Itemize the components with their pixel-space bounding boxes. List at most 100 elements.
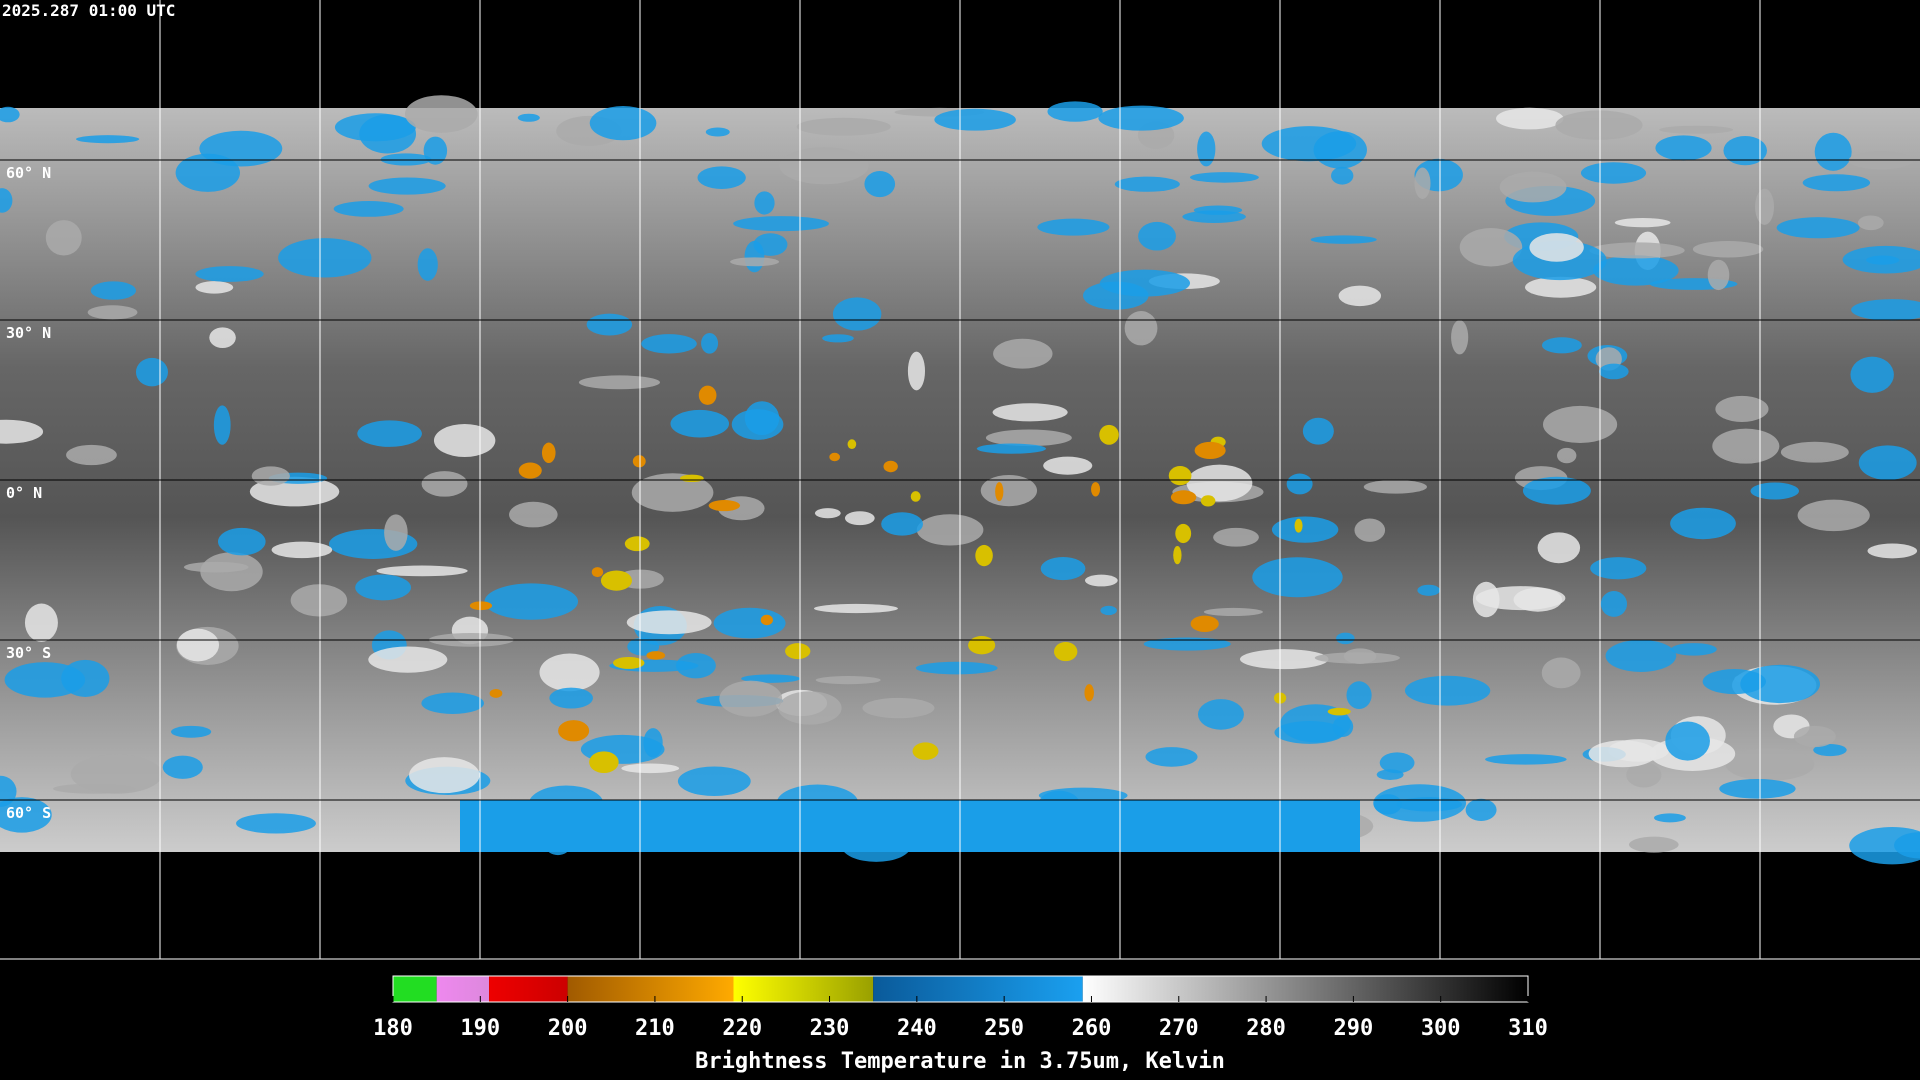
cloud bbox=[626, 610, 712, 635]
cloud bbox=[4, 662, 86, 698]
cloud bbox=[1557, 447, 1577, 464]
cloud bbox=[815, 676, 881, 685]
cloud bbox=[1793, 725, 1836, 748]
cloud bbox=[1580, 162, 1647, 184]
convection bbox=[1190, 615, 1219, 632]
cloud bbox=[0, 419, 44, 444]
colorbar-segment bbox=[1082, 976, 1528, 1002]
cloud bbox=[236, 813, 316, 834]
cloud bbox=[1302, 417, 1334, 445]
cloud bbox=[1261, 126, 1357, 162]
cloud bbox=[213, 405, 231, 445]
cloud bbox=[1590, 557, 1647, 580]
cloud bbox=[1626, 762, 1662, 788]
cloud bbox=[993, 338, 1053, 369]
convection bbox=[624, 536, 650, 552]
cloud bbox=[1331, 166, 1354, 185]
cloud bbox=[1813, 744, 1847, 757]
convection bbox=[698, 385, 717, 405]
cloud bbox=[1712, 428, 1780, 464]
convection bbox=[1170, 490, 1197, 505]
cloud bbox=[1665, 721, 1710, 761]
cloud bbox=[484, 583, 579, 620]
cloud bbox=[1725, 748, 1815, 781]
cloud bbox=[1589, 242, 1685, 259]
cloud bbox=[333, 201, 404, 217]
cloud bbox=[195, 281, 234, 294]
cloud bbox=[1100, 605, 1117, 616]
cloud bbox=[1379, 752, 1415, 774]
cloud bbox=[209, 327, 236, 349]
cloud bbox=[754, 191, 775, 215]
cloud bbox=[796, 117, 891, 136]
cloud bbox=[1867, 543, 1918, 559]
cloud bbox=[1670, 643, 1717, 656]
colorbar-tick-label: 230 bbox=[810, 1016, 850, 1041]
cloud bbox=[1555, 110, 1643, 140]
convection bbox=[469, 601, 493, 611]
convection bbox=[1054, 641, 1078, 662]
cloud bbox=[1338, 285, 1382, 307]
lat-label: 0° N bbox=[6, 484, 42, 502]
cloud bbox=[195, 266, 264, 282]
cloud bbox=[643, 728, 663, 758]
colorbar-tick-label: 220 bbox=[722, 1016, 762, 1041]
cloud bbox=[251, 466, 290, 486]
colorbar-tick-label: 290 bbox=[1334, 1016, 1374, 1041]
cloud bbox=[1529, 233, 1584, 262]
cloud bbox=[368, 177, 446, 195]
cloud bbox=[586, 313, 633, 336]
colorbar-tick-label: 210 bbox=[635, 1016, 675, 1041]
cloud bbox=[705, 127, 730, 137]
cloud bbox=[1496, 107, 1564, 130]
cloud bbox=[1213, 527, 1259, 547]
cloud bbox=[915, 661, 998, 675]
convection bbox=[708, 500, 741, 512]
cloud bbox=[778, 691, 842, 725]
colorbar-tick-label: 310 bbox=[1508, 1016, 1548, 1041]
convection bbox=[1327, 707, 1351, 716]
convection bbox=[910, 491, 921, 502]
convection bbox=[1175, 523, 1192, 544]
cloud bbox=[1189, 172, 1259, 183]
cloud bbox=[1114, 176, 1180, 192]
cloud bbox=[1286, 473, 1313, 495]
cloud bbox=[417, 248, 438, 281]
cloud bbox=[1043, 456, 1093, 475]
cloud bbox=[1750, 482, 1799, 500]
colorbar-tick-label: 260 bbox=[1072, 1016, 1112, 1041]
cloud bbox=[733, 216, 829, 232]
cloud bbox=[1239, 649, 1329, 670]
convection bbox=[558, 720, 590, 742]
cloud bbox=[1629, 836, 1679, 853]
convection bbox=[1173, 545, 1182, 565]
cloud bbox=[1707, 259, 1730, 291]
cloud bbox=[1797, 499, 1870, 532]
cloud bbox=[985, 429, 1072, 447]
cloud bbox=[1451, 320, 1469, 355]
cloud bbox=[741, 674, 801, 683]
cloud bbox=[1755, 188, 1775, 225]
cloud bbox=[1850, 356, 1894, 393]
colorbar-title: Brightness Temperature in 3.75um, Kelvin bbox=[695, 1049, 1225, 1074]
cloud bbox=[862, 697, 935, 719]
convection bbox=[600, 570, 633, 591]
colorbar-tick-label: 280 bbox=[1246, 1016, 1286, 1041]
colorbar-segment bbox=[436, 976, 490, 1002]
colorbar-tick-label: 250 bbox=[984, 1016, 1024, 1041]
cloud bbox=[744, 240, 765, 273]
cloud bbox=[176, 628, 220, 662]
cloud bbox=[713, 607, 786, 639]
colorbar-tick-label: 270 bbox=[1159, 1016, 1199, 1041]
cloud bbox=[1605, 639, 1677, 672]
colorbar-segment bbox=[489, 976, 568, 1002]
cloud bbox=[1376, 769, 1404, 780]
cloud bbox=[1719, 778, 1796, 799]
cloud bbox=[1252, 557, 1343, 598]
convection bbox=[589, 751, 619, 774]
cloud bbox=[357, 420, 422, 447]
cloud bbox=[1310, 235, 1377, 244]
cloud bbox=[1037, 218, 1110, 236]
cloud bbox=[1404, 675, 1491, 706]
